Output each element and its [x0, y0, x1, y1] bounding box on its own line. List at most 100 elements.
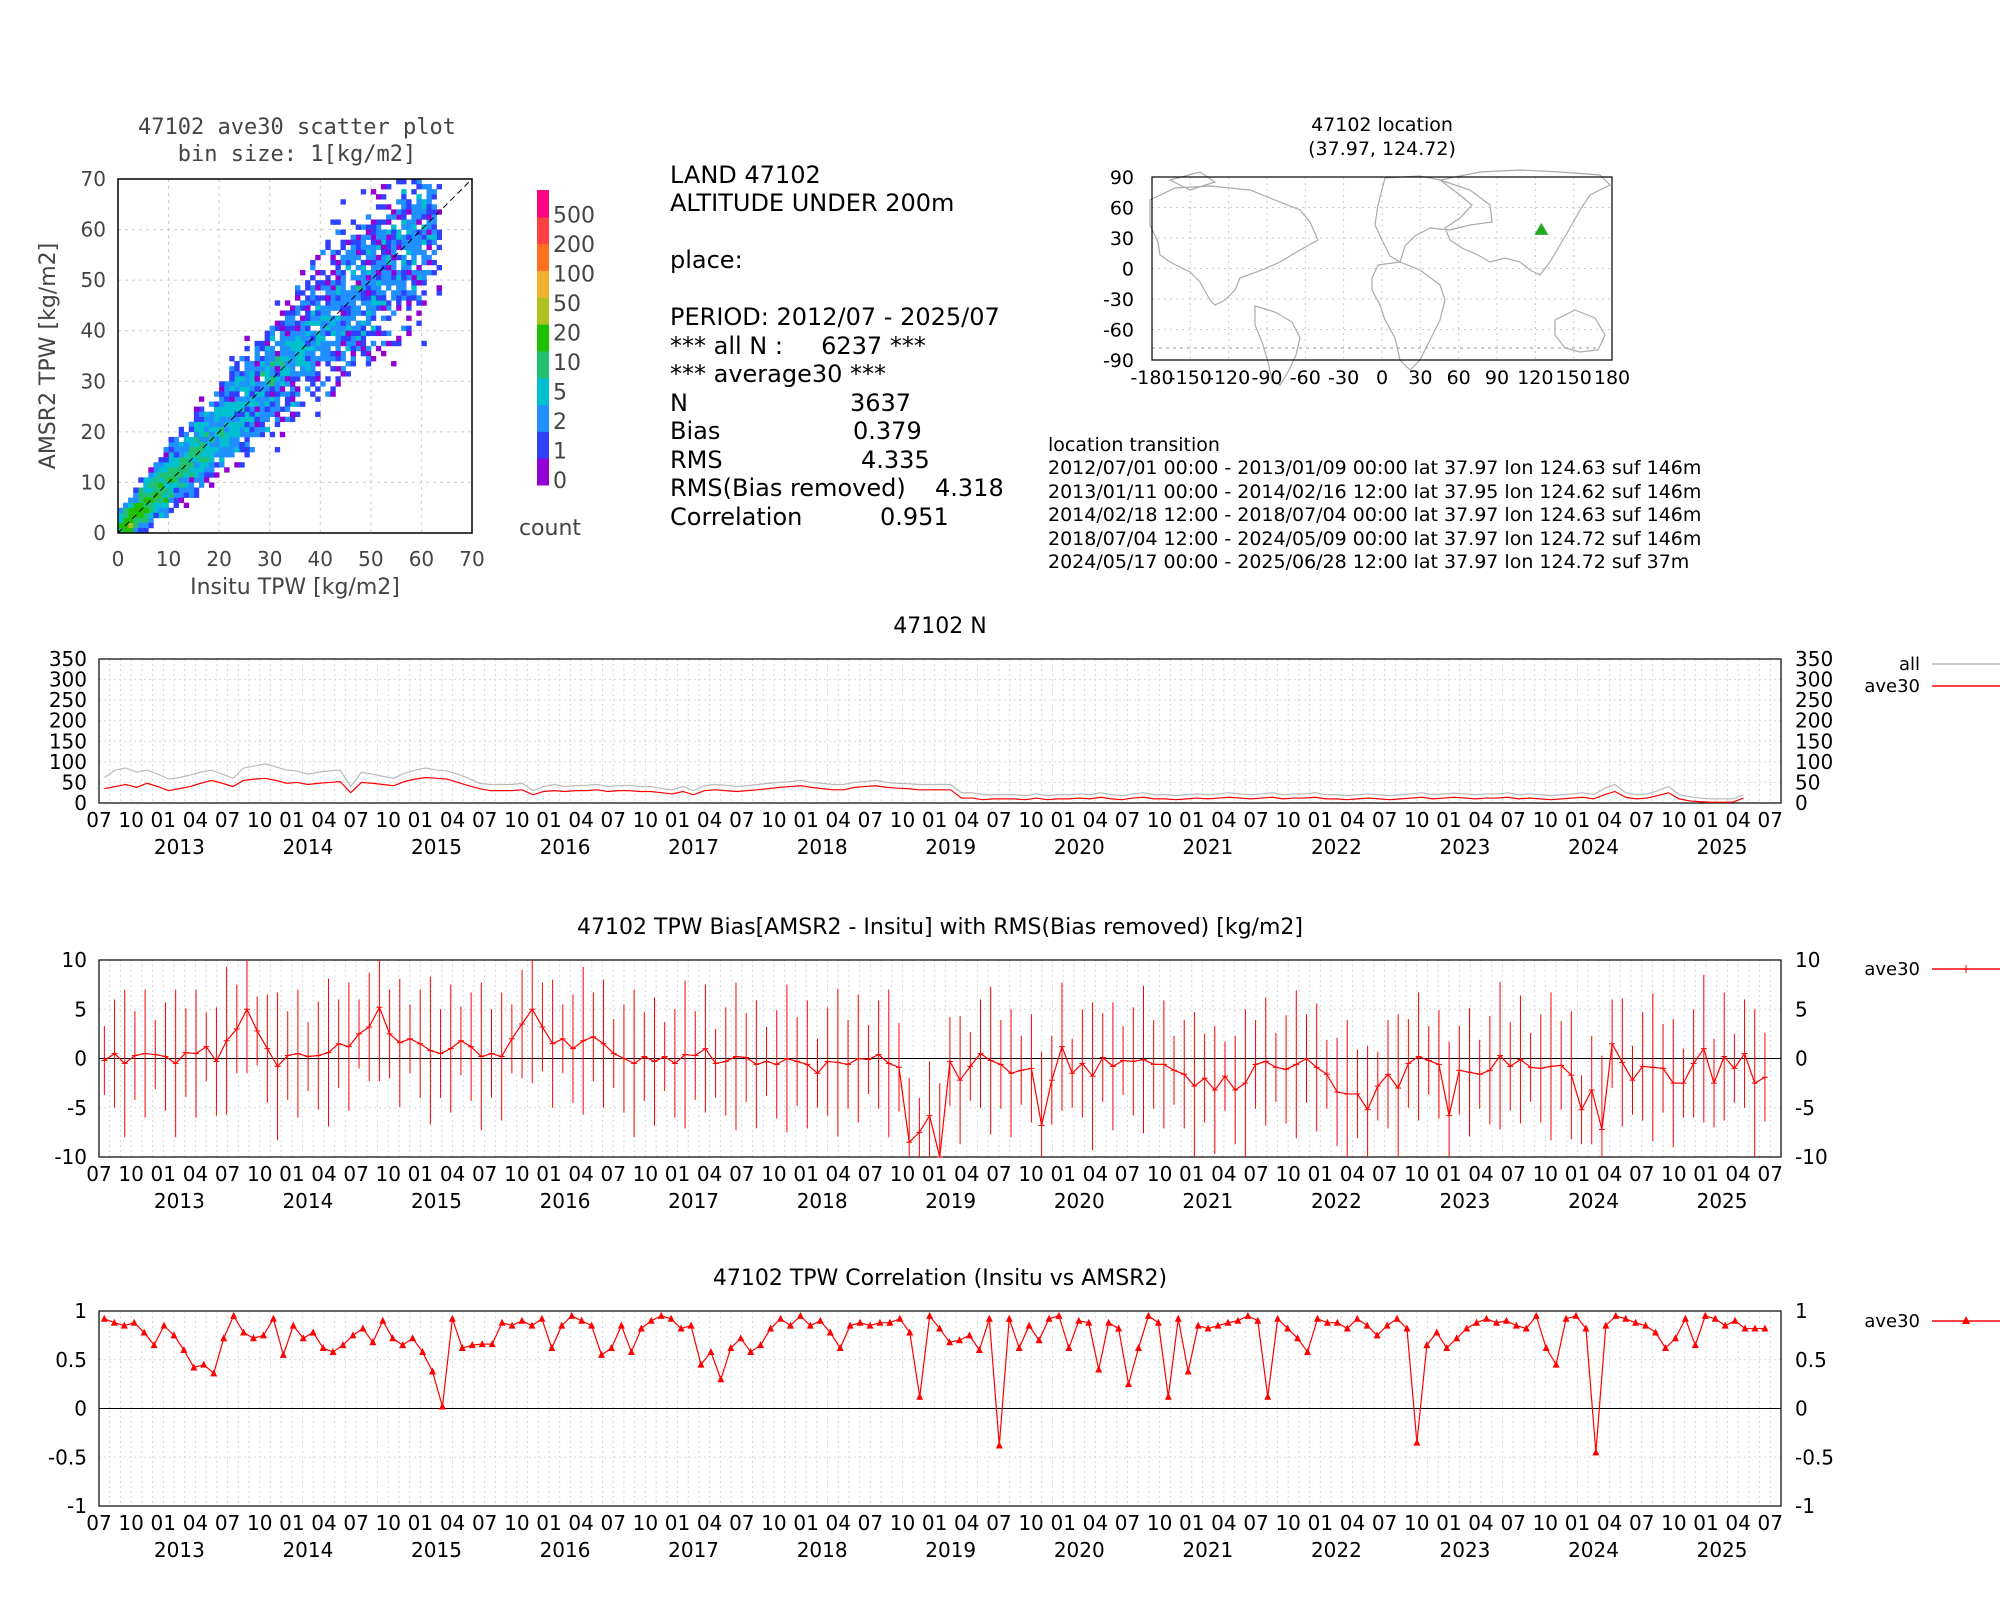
- scatter-bin: [340, 371, 346, 377]
- corr-point: [1045, 1314, 1053, 1322]
- corr-ytick-left: -0.5: [48, 1445, 87, 1469]
- scatter-bin: [325, 376, 331, 382]
- scatter-bin: [421, 280, 427, 286]
- scatter-bin: [239, 421, 245, 428]
- scatter-bin: [198, 467, 205, 473]
- scatter-bin: [188, 447, 195, 453]
- scatter-bin: [365, 234, 372, 240]
- station-stats: LAND 47102 ALTITUDE UNDER 200m place: PER…: [670, 132, 1004, 560]
- scatter-bin: [401, 280, 407, 286]
- scatter-bin: [224, 467, 230, 473]
- bias-month-tick: 04: [825, 1162, 850, 1186]
- scatter-bin: [178, 431, 185, 438]
- scatter-bin: [375, 300, 382, 306]
- scatter-bin: [274, 356, 281, 362]
- scatter-bin: [193, 492, 200, 498]
- corr-point: [160, 1321, 168, 1329]
- corr-month-tick: 10: [1404, 1511, 1429, 1535]
- corr-point: [170, 1331, 178, 1339]
- scatter-bin: [168, 462, 174, 468]
- scatter-bin: [229, 406, 235, 412]
- scatter-bin: [153, 502, 159, 509]
- bias-month-tick: 07: [86, 1162, 111, 1186]
- scatter-bin: [416, 219, 422, 225]
- bias-ytick-left: -5: [67, 1096, 87, 1120]
- scatter-bin: [325, 300, 331, 306]
- scatter-bin: [153, 482, 159, 488]
- scatter-bin: [380, 244, 387, 251]
- scatter-bin: [315, 315, 321, 321]
- corr-point: [220, 1334, 228, 1342]
- scatter-bin: [203, 477, 210, 483]
- scatter-bin: [416, 204, 422, 210]
- scatter-ytick-label: 40: [81, 319, 106, 343]
- map-title-line1: 47102 location: [1311, 114, 1453, 136]
- stats-row-bias: Bias 0.379: [670, 417, 1004, 446]
- scatter-bin: [335, 350, 341, 357]
- bias-month-tick: 07: [1372, 1162, 1397, 1186]
- corr-point: [548, 1344, 556, 1352]
- scatter-bin: [219, 396, 225, 402]
- scatter-bin: [173, 467, 179, 473]
- scatter-bin: [269, 376, 276, 382]
- scatter-bin: [325, 356, 331, 362]
- corr-point: [1751, 1324, 1759, 1332]
- scatter-bin: [229, 401, 235, 407]
- colorbar-segment: [537, 243, 549, 271]
- scatter-bin: [219, 416, 225, 423]
- scatter-bin: [295, 376, 301, 382]
- map-xtick-label: 120: [1517, 367, 1553, 389]
- scatter-bin: [406, 209, 412, 215]
- scatter-bin: [158, 467, 164, 473]
- scatter-bin: [396, 340, 402, 347]
- n-month-tick: 10: [1533, 808, 1558, 832]
- bias-month-tick: 01: [922, 1162, 947, 1186]
- scatter-bin: [330, 270, 336, 276]
- stats-rms-value: 4.335: [861, 445, 930, 474]
- scatter-ylabel: AMSR2 TPW [kg/m2]: [36, 243, 61, 469]
- corr-year-label: 2017: [668, 1538, 719, 1562]
- scatter-bin: [193, 472, 200, 478]
- stats-corr-label: Correlation: [670, 502, 803, 531]
- scatter-bin: [173, 436, 179, 443]
- stats-n-label: N: [670, 388, 688, 417]
- scatter-bin: [219, 381, 225, 387]
- map-xtick-label: -90: [1251, 367, 1282, 389]
- colorbar-level-label: 2: [553, 410, 567, 435]
- scatter-bin: [401, 224, 407, 230]
- scatter-bin: [269, 381, 276, 387]
- corr-month-tick: 01: [1308, 1511, 1333, 1535]
- scatter-bin: [279, 406, 286, 412]
- bias-month-tick: 01: [279, 1162, 304, 1186]
- n-month-tick: 04: [1340, 808, 1365, 832]
- scatter-bin: [370, 239, 377, 246]
- corr-point: [508, 1321, 516, 1329]
- scatter-bin: [163, 487, 169, 493]
- scatter-bin: [284, 310, 291, 316]
- scatter-bin: [340, 270, 346, 276]
- scatter-bin: [380, 300, 387, 306]
- corr-point: [876, 1318, 884, 1326]
- scatter-bin: [380, 305, 387, 311]
- scatter-bin: [209, 447, 215, 453]
- corr-point: [1055, 1311, 1063, 1319]
- scatter-bin: [421, 204, 427, 210]
- scatter-bin: [209, 452, 215, 458]
- scatter-bin: [345, 320, 351, 326]
- scatter-bin: [178, 477, 185, 483]
- scatter-bin: [315, 345, 321, 352]
- corr-month-tick: 10: [761, 1511, 786, 1535]
- corr-point: [786, 1321, 794, 1329]
- scatter-bin: [310, 330, 316, 337]
- scatter-bin: [284, 356, 291, 362]
- scatter-bin: [340, 290, 346, 296]
- scatter-bin: [193, 447, 200, 453]
- corr-point: [1343, 1324, 1351, 1332]
- scatter-bin: [350, 259, 356, 266]
- corr-month-tick: 07: [601, 1511, 626, 1535]
- scatter-bin: [310, 350, 316, 357]
- scatter-bin: [386, 249, 392, 256]
- scatter-bin: [203, 416, 210, 423]
- corr-month-tick: 04: [1083, 1511, 1108, 1535]
- stats-altitude: ALTITUDE UNDER 200m: [670, 189, 955, 217]
